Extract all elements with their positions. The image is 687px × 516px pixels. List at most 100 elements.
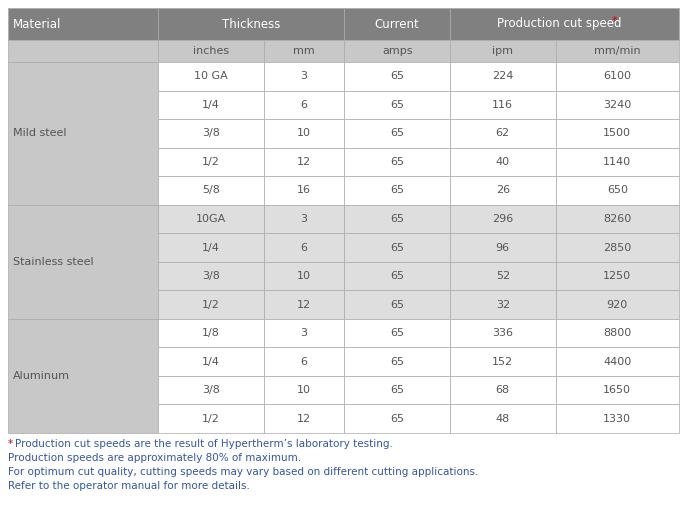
Bar [264,291,344,319]
Text: 96: 96 [496,243,510,252]
Bar [158,205,264,233]
Text: Thickness: Thickness [222,18,280,30]
Bar [158,90,264,119]
Text: 65: 65 [390,100,404,110]
Text: 26: 26 [496,185,510,196]
Bar [8,319,158,433]
Bar [158,8,344,40]
Bar [344,119,450,148]
Bar [450,148,556,176]
Text: 65: 65 [390,300,404,310]
Bar [264,262,344,291]
Bar [8,62,158,205]
Bar [158,40,264,62]
Bar [450,176,556,205]
Text: 3/8: 3/8 [202,128,220,138]
Bar [450,405,556,433]
Bar [450,233,556,262]
Text: 10: 10 [297,271,311,281]
Text: 6: 6 [301,357,308,367]
Bar [264,347,344,376]
Text: 5/8: 5/8 [202,185,220,196]
Bar [264,40,344,62]
Bar [264,376,344,405]
Text: 4400: 4400 [603,357,631,367]
Text: 920: 920 [607,300,628,310]
Bar [556,62,679,90]
Text: *: * [8,439,13,449]
Text: 8800: 8800 [603,328,631,338]
Bar [264,148,344,176]
Bar [344,8,450,40]
Text: 65: 65 [390,243,404,252]
Text: 336: 336 [493,328,513,338]
Text: 65: 65 [390,271,404,281]
Text: For optimum cut quality, cutting speeds may vary based on different cutting appl: For optimum cut quality, cutting speeds … [8,467,478,477]
Bar [556,148,679,176]
Bar [556,319,679,347]
Bar [8,40,158,62]
Bar [344,319,450,347]
Bar [264,119,344,148]
Bar [556,205,679,233]
Text: 40: 40 [496,157,510,167]
Bar [344,233,450,262]
Bar [264,176,344,205]
Bar [158,262,264,291]
Bar [344,262,450,291]
Bar [450,119,556,148]
Text: 52: 52 [496,271,510,281]
Text: 3: 3 [301,328,308,338]
Bar [344,205,450,233]
Text: 65: 65 [390,214,404,224]
Bar [556,176,679,205]
Bar [344,40,450,62]
Bar [556,262,679,291]
Bar [556,90,679,119]
Bar [556,233,679,262]
Text: 3/8: 3/8 [202,385,220,395]
Text: 65: 65 [390,128,404,138]
Bar [264,319,344,347]
Text: 1/4: 1/4 [202,357,220,367]
Text: 650: 650 [607,185,628,196]
Text: Production cut speeds are the result of Hypertherm’s laboratory testing.: Production cut speeds are the result of … [15,439,393,449]
Text: Stainless steel: Stainless steel [13,257,93,267]
Text: 1/4: 1/4 [202,100,220,110]
Bar [450,347,556,376]
Bar [264,62,344,90]
Bar [344,90,450,119]
Text: 10: 10 [297,128,311,138]
Bar [158,319,264,347]
Bar [158,347,264,376]
Text: 3: 3 [301,71,308,81]
Text: 12: 12 [297,414,311,424]
Bar [450,8,679,40]
Text: 1140: 1140 [603,157,631,167]
Text: Material: Material [13,18,61,30]
Text: Current: Current [375,18,420,30]
Bar [450,62,556,90]
Text: 3: 3 [301,214,308,224]
Bar [158,148,264,176]
Text: 16: 16 [297,185,311,196]
Text: mm/min: mm/min [594,46,640,56]
Bar [8,205,158,319]
Text: 10 GA: 10 GA [194,71,228,81]
Bar [158,291,264,319]
Text: 3/8: 3/8 [202,271,220,281]
Text: Production cut speed: Production cut speed [497,18,626,30]
Bar [264,205,344,233]
Bar [344,347,450,376]
Text: 3240: 3240 [603,100,631,110]
Text: 32: 32 [496,300,510,310]
Text: 1/4: 1/4 [202,243,220,252]
Text: 12: 12 [297,300,311,310]
Bar [158,233,264,262]
Text: Aluminum: Aluminum [13,371,70,381]
Text: Production speeds are approximately 80% of maximum.: Production speeds are approximately 80% … [8,453,301,463]
Text: 68: 68 [496,385,510,395]
Text: 62: 62 [496,128,510,138]
Text: 1/2: 1/2 [202,157,220,167]
Bar [344,376,450,405]
